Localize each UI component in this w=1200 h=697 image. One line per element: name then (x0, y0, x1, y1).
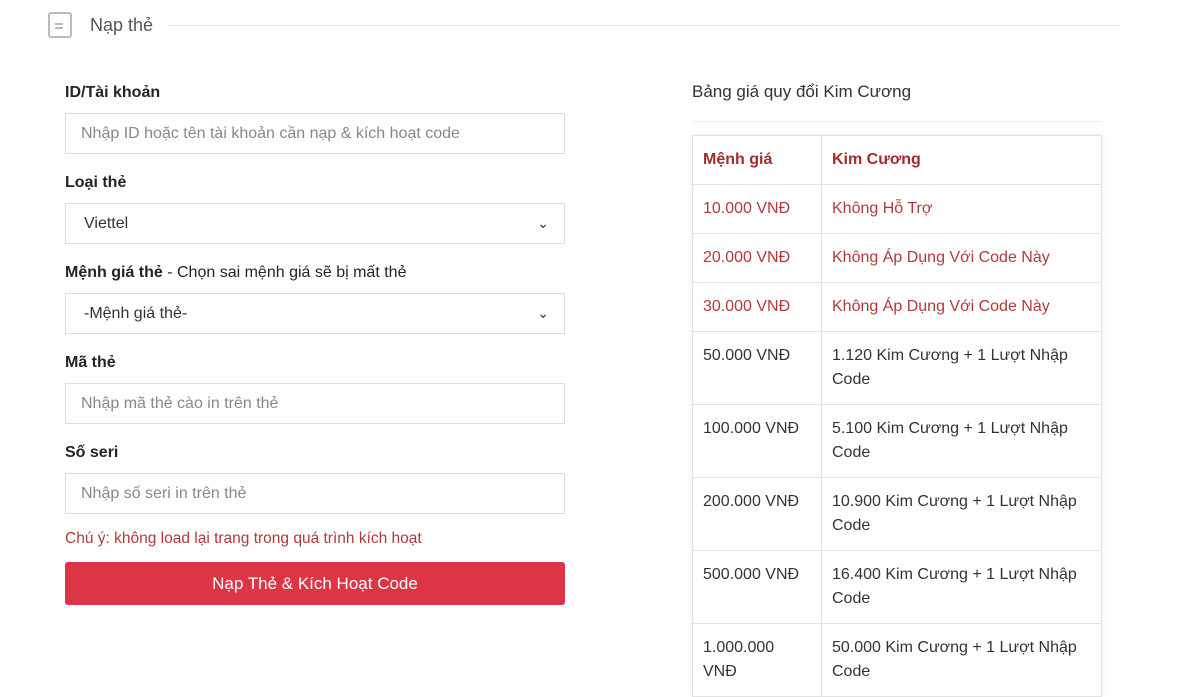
price-cell: 200.000 VNĐ (692, 477, 822, 551)
card-type-label: Loại thẻ (65, 174, 127, 191)
table-row: 10.000 VNĐ Không Hỗ Trợ (692, 184, 1102, 234)
diamond-cell: Không Áp Dụng Với Code Này (821, 282, 1102, 332)
table-row: 30.000 VNĐ Không Áp Dụng Với Code Này (692, 282, 1102, 332)
denomination-label-text: Mệnh giá thẻ (65, 264, 163, 281)
price-cell: 1.000.000 VNĐ (692, 623, 822, 697)
diamond-cell: 50.000 Kim Cương + 1 Lượt Nhập Code (821, 623, 1102, 697)
diamond-cell: 10.900 Kim Cương + 1 Lượt Nhập Code (821, 477, 1102, 551)
account-input[interactable]: Nhập ID hoặc tên tài khoản cần nạp & kíc… (65, 113, 565, 154)
price-cell: 50.000 VNĐ (692, 331, 822, 405)
price-cell: 10.000 VNĐ (692, 184, 822, 234)
diamond-cell: 1.120 Kim Cương + 1 Lượt Nhập Code (821, 331, 1102, 405)
table-row: 100.000 VNĐ 5.100 Kim Cương + 1 Lượt Nhập… (692, 404, 1102, 478)
code-label: Mã thẻ (65, 354, 116, 371)
submit-button[interactable]: Nạp Thẻ & Kích Hoạt Code (65, 562, 565, 605)
denomination-select[interactable]: -Mệnh giá thẻ- ⌄ (65, 293, 565, 334)
table-row: 500.000 VNĐ 16.400 Kim Cương + 1 Lượt Nhậ… (692, 550, 1102, 624)
price-cell: 100.000 VNĐ (692, 404, 822, 478)
card-type-select[interactable]: Viettel ⌄ (65, 203, 565, 244)
topup-form: ID/Tài khoản Nhập ID hoặc tên tài khoản … (65, 84, 565, 605)
table-row: 1.000.000 VNĐ 50.000 Kim Cương + 1 Lượt N… (692, 623, 1102, 697)
denomination-label: Mệnh giá thẻ - Chọn sai mệnh giá sẽ bị m… (65, 264, 565, 284)
table-row: 50.000 VNĐ 1.120 Kim Cương + 1 Lượt Nhập … (692, 331, 1102, 405)
column-header: Kim Cương (821, 135, 1102, 185)
document-icon (48, 12, 72, 38)
section-title: Nạp thẻ (90, 14, 154, 35)
diamond-cell: Không Áp Dụng Với Code Này (821, 233, 1102, 283)
price-cell: 20.000 VNĐ (692, 233, 822, 283)
warning-note: Chú ý: không load lại trang trong quá tr… (65, 530, 422, 547)
table-row: 200.000 VNĐ 10.900 Kim Cương + 1 Lượt Nhậ… (692, 477, 1102, 551)
denomination-hint: - Chọn sai mệnh giá sẽ bị mất thẻ (162, 264, 407, 281)
price-cell: 30.000 VNĐ (692, 282, 822, 332)
diamond-cell: Không Hỗ Trợ (821, 184, 1102, 234)
price-table-section: Bảng giá quy đổi Kim Cương Mệnh giá Kim … (692, 82, 1102, 697)
chevron-down-icon: ⌄ (537, 215, 549, 231)
code-input[interactable]: Nhập mã thẻ cào in trên thẻ (65, 383, 565, 424)
divider (167, 24, 1120, 26)
column-header: Mệnh giá (692, 135, 822, 185)
section-header: Nạp thẻ (48, 12, 1120, 38)
table-row: 20.000 VNĐ Không Áp Dụng Với Code Này (692, 233, 1102, 283)
account-label: ID/Tài khoản (65, 84, 161, 101)
denomination-value: -Mệnh giá thẻ- (84, 304, 188, 322)
chevron-down-icon: ⌄ (537, 305, 549, 321)
price-table: Mệnh giá Kim Cương 10.000 VNĐ Không Hỗ Tr… (692, 135, 1102, 697)
serial-label: Số seri (65, 444, 119, 461)
diamond-cell: 16.400 Kim Cương + 1 Lượt Nhập Code (821, 550, 1102, 624)
price-cell: 500.000 VNĐ (692, 550, 822, 624)
price-table-title: Bảng giá quy đổi Kim Cương (692, 82, 1102, 122)
serial-input[interactable]: Nhập số seri in trên thẻ (65, 473, 565, 514)
diamond-cell: 5.100 Kim Cương + 1 Lượt Nhập Code (821, 404, 1102, 478)
card-type-value: Viettel (84, 214, 129, 232)
